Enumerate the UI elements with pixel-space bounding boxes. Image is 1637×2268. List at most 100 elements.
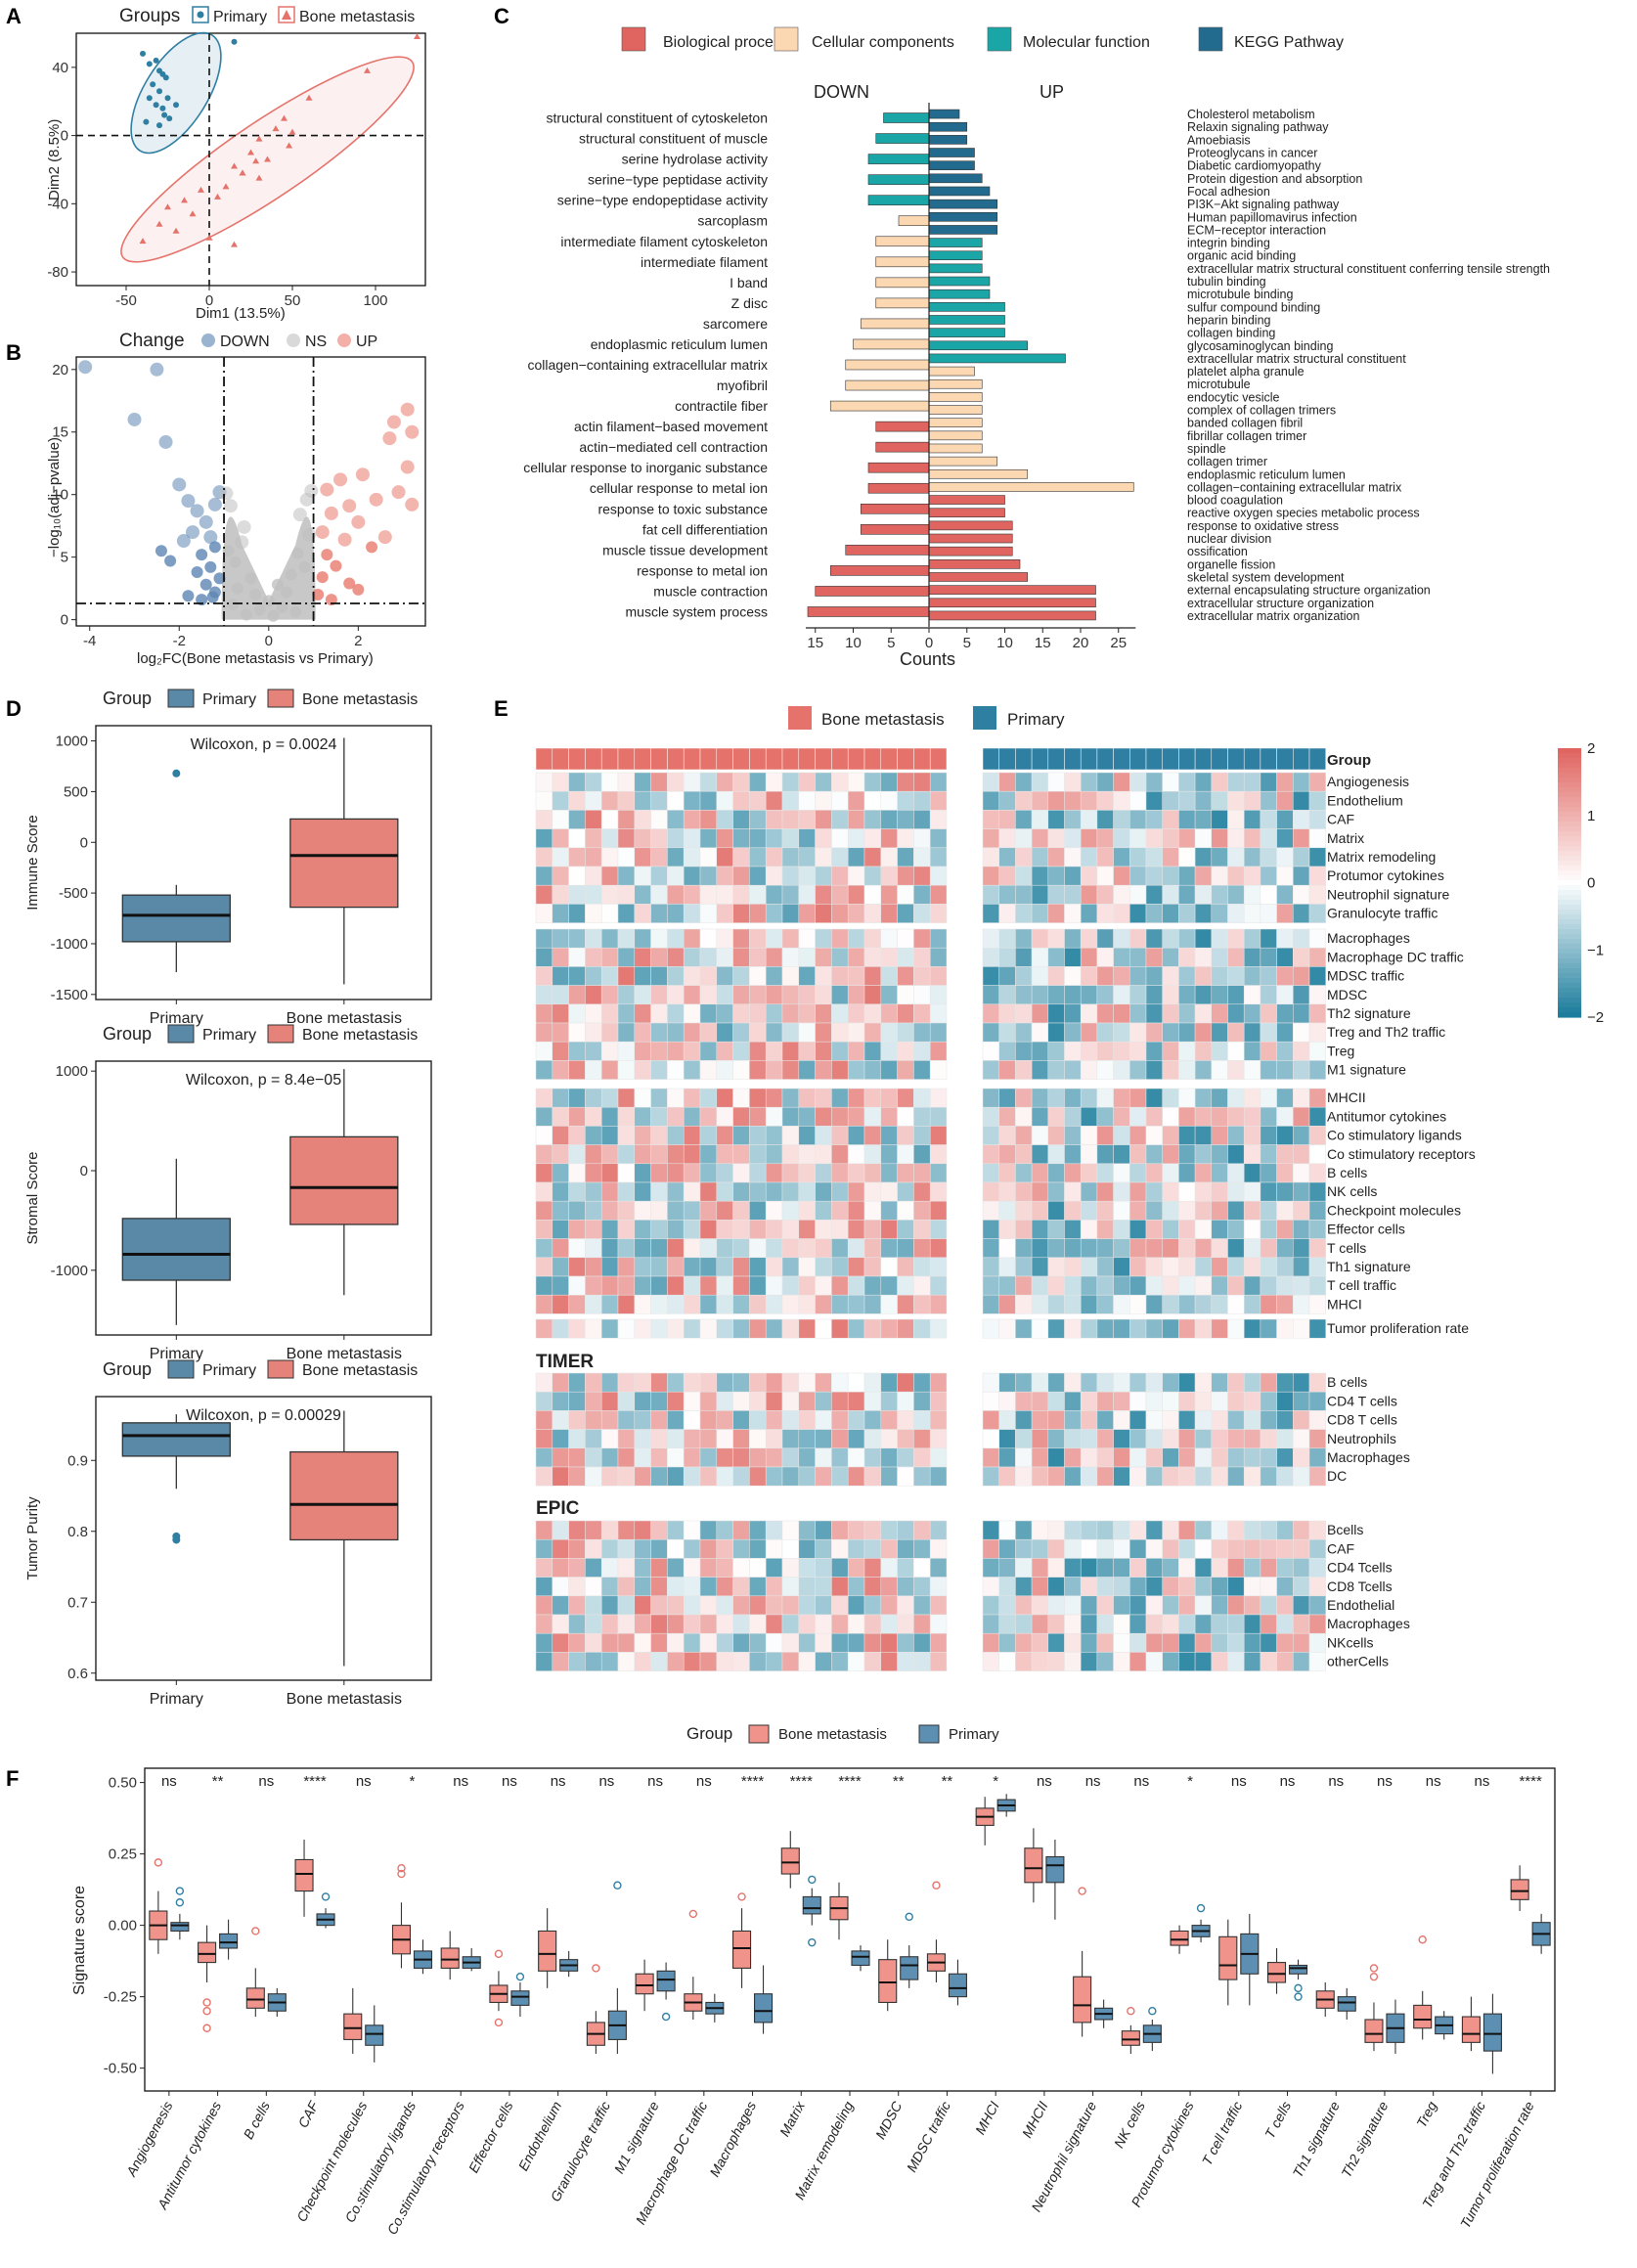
heat-cell <box>913 947 931 967</box>
heat-row-label: MDSC <box>1327 987 1367 1002</box>
heat-cell <box>716 847 733 867</box>
heat-cell <box>535 1275 553 1296</box>
heat-cell <box>634 1447 651 1468</box>
heat-cell <box>880 1429 898 1449</box>
volcano-point-ns <box>302 527 316 542</box>
heat-cell <box>1194 884 1213 905</box>
heat-cell <box>1113 1429 1130 1449</box>
heat-cell <box>863 1126 882 1145</box>
enrich-term-up: external encapsulating structure organiz… <box>1187 584 1431 598</box>
heat-cell <box>552 1106 569 1127</box>
heat-cell <box>982 947 999 967</box>
heat-cell <box>1162 1022 1179 1043</box>
enrichment-bars: structural constituent of cytoskeletonst… <box>523 103 1550 651</box>
heat-cell <box>1080 947 1098 967</box>
heat-cell <box>699 1003 718 1024</box>
heat-cell <box>1096 966 1114 986</box>
sig-box <box>245 1987 265 2009</box>
heat-cell <box>535 947 553 967</box>
heat-cell <box>863 1410 882 1430</box>
heat-cell <box>1047 1577 1065 1597</box>
sig-box <box>851 1950 870 1967</box>
heat-cell <box>634 1410 651 1430</box>
sig-plot-frame <box>144 1767 1556 2092</box>
heat-cell <box>716 1220 733 1239</box>
heat-cell <box>1227 1022 1245 1043</box>
heat-cell <box>1162 1060 1179 1080</box>
pca-point-bone <box>414 32 420 39</box>
volcano-point-ns <box>244 572 257 585</box>
heat-cell <box>1276 1447 1294 1468</box>
heat-cell <box>1015 1041 1033 1061</box>
enrich-bar-up <box>928 160 975 170</box>
heat-cell <box>716 1558 733 1578</box>
heat-cell <box>1211 1447 1228 1468</box>
heat-cell <box>1227 1163 1245 1183</box>
heat-cell <box>1194 1466 1213 1487</box>
heat-cell <box>1178 1391 1196 1411</box>
heat-cell <box>847 947 865 967</box>
heat-cell <box>568 1632 586 1653</box>
heat-cell <box>667 985 685 1005</box>
enrich-tick-right-label: 20 <box>1073 635 1089 651</box>
heat-group-cell-primary <box>1129 747 1147 771</box>
heat-cell <box>847 1410 865 1430</box>
heat-cell <box>1015 1220 1033 1239</box>
heat-cell <box>1194 1318 1213 1339</box>
enrich-term-up: extracellular matrix organization <box>1187 609 1360 623</box>
pca-xtick-label: 0 <box>205 292 213 309</box>
heat-cell <box>1064 790 1082 811</box>
heat-cell <box>815 1595 832 1616</box>
heat-cell <box>1145 1447 1163 1468</box>
heat-cell <box>1243 1391 1261 1411</box>
heat-cell <box>1308 1466 1326 1487</box>
heat-cell <box>617 1238 636 1259</box>
enrich-bar-down <box>867 195 930 205</box>
heat-cell <box>880 1238 898 1259</box>
heat-cell <box>1064 1088 1082 1108</box>
heat-cell <box>535 1577 553 1597</box>
enrich-bar-up <box>928 302 1005 312</box>
heat-cell <box>982 790 999 811</box>
pca-legend-key-bone <box>278 6 295 23</box>
heat-cell <box>998 1447 1016 1468</box>
heat-cell <box>913 1595 931 1616</box>
heat-cell <box>929 1391 948 1411</box>
sig-significance: **** <box>790 1773 814 1790</box>
heat-cell <box>913 1652 931 1671</box>
sig-box <box>802 1895 821 1915</box>
heat-cell <box>1308 985 1326 1005</box>
heat-cell <box>585 1275 602 1296</box>
pca-point-primary <box>156 88 162 95</box>
heat-cell <box>815 790 832 811</box>
heat-group-cell-primary <box>1145 747 1163 771</box>
heat-cell <box>634 1577 651 1597</box>
heat-cell <box>1113 1003 1130 1024</box>
heat-cell <box>699 1220 718 1239</box>
heat-cell <box>1178 1144 1196 1165</box>
heat-cell <box>1064 1652 1082 1671</box>
heat-cell <box>749 1294 767 1314</box>
heat-cell <box>982 866 999 886</box>
heat-cell <box>998 985 1016 1005</box>
heat-cell <box>998 1391 1016 1411</box>
heat-cell <box>1260 1003 1277 1024</box>
heat-cell <box>667 1520 685 1540</box>
volcano-point-up <box>386 415 401 429</box>
heat-cell <box>600 828 619 849</box>
heat-cell <box>634 884 651 905</box>
heat-cell <box>1211 1318 1228 1339</box>
heat-cell <box>1276 1614 1294 1634</box>
heat-cell <box>1162 1275 1179 1296</box>
heat-cell <box>998 1372 1016 1393</box>
heat-cell <box>831 1538 849 1559</box>
enrich-term-down: Z disc <box>731 295 768 311</box>
heat-cell <box>1211 1429 1228 1449</box>
heat-cell <box>1162 1318 1179 1339</box>
sig-xtick-label: Macrophages <box>706 2099 759 2179</box>
heat-cell <box>1162 1144 1179 1165</box>
pca-legend-primary: Primary <box>213 9 267 25</box>
heat-cell <box>699 1275 718 1296</box>
heat-cell <box>1227 1614 1245 1634</box>
score-ytick-label: 0.8 <box>67 1524 88 1540</box>
